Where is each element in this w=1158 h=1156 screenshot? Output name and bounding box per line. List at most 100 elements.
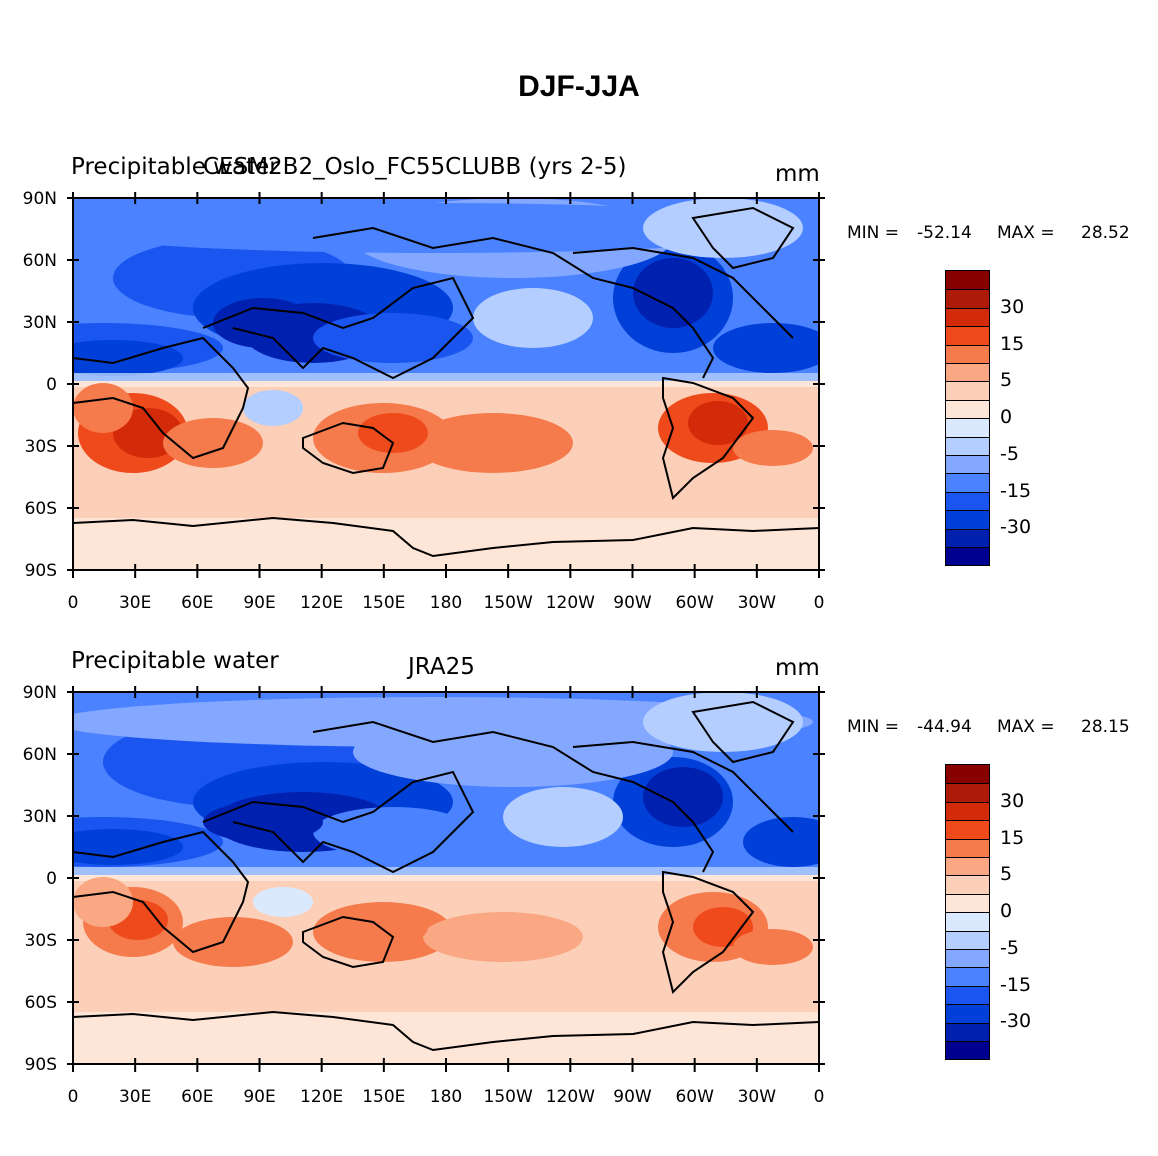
colorbar-swatch bbox=[946, 875, 989, 894]
max-label: MAX = bbox=[997, 717, 1055, 737]
lon-tick-label: 0 bbox=[68, 593, 79, 613]
lat-tick-label: 30N bbox=[23, 807, 57, 827]
lat-tick-label: 60N bbox=[23, 251, 57, 271]
figure-title: DJF-JJA bbox=[518, 70, 640, 103]
max-label: MAX = bbox=[997, 223, 1055, 243]
lon-tick-label: 180 bbox=[430, 593, 462, 613]
panel-units: mm bbox=[775, 161, 820, 187]
lon-tick-label: 30W bbox=[738, 1087, 777, 1107]
colorbar-swatch bbox=[946, 289, 989, 308]
colorbar-swatch bbox=[946, 455, 989, 474]
lon-tick-label: 150W bbox=[484, 1087, 533, 1107]
lat-tick-label: 30N bbox=[23, 313, 57, 333]
colorbar-label: -15 bbox=[1000, 973, 1032, 996]
colorbar-swatch bbox=[946, 473, 989, 492]
lat-tick-label: 90N bbox=[23, 189, 57, 209]
panel-units: mm bbox=[775, 655, 820, 681]
colorbar-label: 15 bbox=[1000, 826, 1025, 849]
lat-tick-label: 90S bbox=[25, 1055, 57, 1075]
colorbar-swatch bbox=[946, 344, 989, 363]
lon-tick-label: 90E bbox=[243, 1087, 275, 1107]
colorbar-boxes bbox=[945, 764, 990, 1061]
lon-tick-label: 120W bbox=[546, 1087, 595, 1107]
panel-left-title: Precipitable water bbox=[71, 154, 279, 180]
colorbar-swatch bbox=[946, 271, 989, 290]
colorbar-label: -30 bbox=[1000, 1010, 1032, 1033]
map-frame-ticks: 90N 60N 30N 0 30S 60S 90S 0 30E 60E 90E 120E 150E 180… bbox=[23, 683, 825, 1107]
max-value: 28.52 bbox=[1081, 223, 1130, 243]
lat-tick-label: 0 bbox=[46, 869, 57, 889]
colorbar-swatch bbox=[946, 436, 989, 455]
lon-tick-label: 60E bbox=[181, 1087, 213, 1107]
colorbar-swatch bbox=[946, 307, 989, 327]
lon-tick-label: 90E bbox=[243, 593, 275, 613]
colorbar-swatch bbox=[946, 1004, 989, 1023]
colorbar-label: -5 bbox=[1000, 936, 1019, 959]
min-label: MIN = bbox=[847, 223, 900, 243]
colorbar-swatch bbox=[946, 820, 989, 839]
lat-tick-label: 30S bbox=[25, 931, 57, 951]
colorbar-swatch bbox=[946, 1041, 989, 1060]
colorbar-label: 30 bbox=[1000, 296, 1025, 318]
lat-tick-label: 30S bbox=[25, 437, 57, 457]
lat-tick-label: 60S bbox=[25, 993, 57, 1013]
lon-tick-label: 60W bbox=[675, 1087, 714, 1107]
colorbar-swatch bbox=[946, 801, 989, 821]
lon-tick-label: 30E bbox=[119, 593, 151, 613]
max-value: 28.15 bbox=[1081, 717, 1130, 737]
panel-center-title: CESM2B2_Oslo_FC55CLUBB (yrs 2-5) bbox=[203, 154, 627, 180]
colorbar-swatch bbox=[946, 930, 989, 949]
lat-tick-label: 90S bbox=[25, 561, 57, 581]
lon-tick-label: 0 bbox=[68, 1087, 79, 1107]
lon-tick-label: 150E bbox=[362, 593, 405, 613]
min-value: -52.14 bbox=[917, 223, 972, 243]
colorbar-swatch bbox=[946, 765, 989, 784]
colorbar-label: 30 bbox=[1000, 790, 1025, 812]
precipitable-water-map bbox=[73, 692, 819, 1064]
colorbar-swatch bbox=[946, 363, 989, 382]
panel-left-title: Precipitable water bbox=[71, 648, 279, 674]
min-label: MIN = bbox=[847, 717, 900, 737]
colorbar-swatch bbox=[946, 399, 989, 419]
colorbar-swatch bbox=[946, 949, 989, 968]
colorbar-swatch bbox=[946, 528, 989, 547]
colorbar-swatch bbox=[946, 491, 989, 511]
panel-model: Precipitable water CESM2B2_Oslo_FC55CLUB… bbox=[0, 0, 1158, 614]
colorbar-label: -15 bbox=[1000, 479, 1032, 502]
lon-tick-label: 90W bbox=[613, 593, 652, 613]
lon-tick-label: 0 bbox=[814, 1087, 825, 1107]
colorbar-swatch bbox=[946, 838, 989, 857]
panel-center-title: JRA25 bbox=[408, 654, 475, 680]
colorbar-label: 5 bbox=[1000, 369, 1013, 392]
lat-tick-label: 90N bbox=[23, 683, 57, 703]
lon-tick-label: 180 bbox=[430, 1087, 462, 1107]
colorbar-label: -30 bbox=[1000, 516, 1032, 539]
colorbar-swatch bbox=[946, 985, 989, 1005]
panel-reanalysis: Precipitable water JRA25 mm MIN = -44.94… bbox=[0, 494, 1158, 1108]
lat-tick-label: 0 bbox=[46, 375, 57, 395]
min-value: -44.94 bbox=[917, 717, 972, 737]
colorbar-swatch bbox=[946, 510, 989, 529]
colorbar-swatch bbox=[946, 783, 989, 802]
colorbar-swatch bbox=[946, 857, 989, 876]
colorbar-swatch bbox=[946, 326, 989, 345]
colorbar-swatch bbox=[946, 893, 989, 913]
colorbar-label: 0 bbox=[1000, 406, 1013, 429]
colorbar-label: 5 bbox=[1000, 863, 1013, 886]
lon-tick-label: 120E bbox=[300, 593, 343, 613]
colorbar-swatch bbox=[946, 418, 989, 437]
lon-tick-label: 120W bbox=[546, 593, 595, 613]
map-frame-ticks: 90N 60N 30N 0 30S 60S 90S 0 30E 60E 90E 120E 150E 180… bbox=[23, 189, 825, 613]
colorbar-boxes bbox=[945, 270, 990, 567]
colorbar-swatch bbox=[946, 547, 989, 566]
colorbar-label: -5 bbox=[1000, 442, 1019, 465]
lon-tick-label: 60E bbox=[181, 593, 213, 613]
colorbar-label: 0 bbox=[1000, 900, 1013, 923]
lon-tick-label: 150E bbox=[362, 1087, 405, 1107]
lon-tick-label: 150W bbox=[484, 593, 533, 613]
lon-tick-label: 90W bbox=[613, 1087, 652, 1107]
lon-tick-label: 60W bbox=[675, 593, 714, 613]
precipitable-water-map bbox=[73, 198, 819, 570]
lon-tick-label: 0 bbox=[814, 593, 825, 613]
lat-tick-label: 60N bbox=[23, 745, 57, 765]
